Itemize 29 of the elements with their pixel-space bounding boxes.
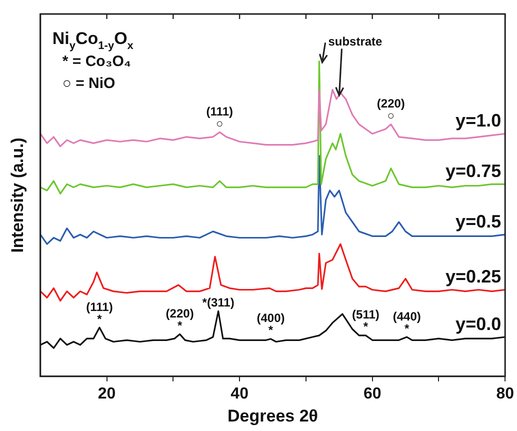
annotation: (111) [206,104,233,118]
x-tick-label: 80 [496,385,514,402]
annotation: * [404,321,410,336]
series-label: y=0.0 [456,314,502,334]
annotation: (400) [256,311,285,326]
annotation: * = Co₃O₄ [62,53,132,70]
annotation: ○ = NiO [62,75,116,92]
annotation: ○ [216,116,224,130]
annotation: (220) [376,96,405,111]
annotation: * [177,318,182,332]
annotation: (440) [392,309,421,324]
y-axis-title: Intensity (a.u.) [8,138,27,253]
x-tick-label: 60 [363,385,382,402]
series-label: y=0.75 [446,161,502,182]
series-label: y=0.25 [446,266,502,287]
x-tick-label: 20 [98,385,116,402]
annotation: ○ [387,108,395,123]
series-label: y=1.0 [456,110,502,131]
annotation: * [363,320,368,334]
annotation: (220) [166,306,194,320]
x-tick-label: 40 [230,385,249,402]
annotation: (511) [352,308,380,322]
annotation: * [97,312,102,326]
series-label: y=0.5 [456,212,502,232]
annotation: *(311) [202,295,234,310]
annotation: substrate [328,34,383,49]
annotation: (111) [86,300,113,314]
x-axis-title: Degrees 2θ [228,406,318,426]
annotation: * [268,323,274,338]
